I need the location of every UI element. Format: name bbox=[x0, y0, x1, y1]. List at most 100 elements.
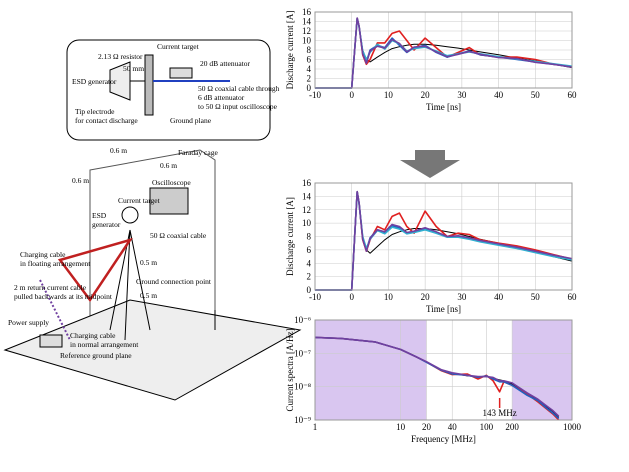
x-tick-label: -10 bbox=[309, 90, 321, 100]
y-tick-label: 2 bbox=[307, 272, 312, 282]
x-tick-label: 20 bbox=[422, 422, 432, 432]
y-tick-label: 4 bbox=[307, 64, 312, 74]
label: 20 dB attenuator bbox=[200, 59, 250, 68]
x-tick-label: -10 bbox=[309, 292, 321, 302]
x-axis-label: Time [ns] bbox=[426, 102, 461, 112]
power-supply bbox=[39, 334, 63, 348]
x-axis-label: Time [ns] bbox=[426, 304, 461, 314]
x-tick-label: 1 bbox=[313, 422, 318, 432]
attenuator bbox=[169, 67, 193, 79]
label: Tip electrode bbox=[75, 107, 115, 116]
charging-cable bbox=[57, 237, 133, 303]
y-tick-label: 10⁻⁷ bbox=[294, 348, 311, 358]
y-tick-label: 10 bbox=[302, 218, 312, 228]
label: 2 m return current cable bbox=[14, 283, 87, 292]
x-tick-label: 40 bbox=[448, 422, 458, 432]
x-tick-label: 100 bbox=[480, 422, 494, 432]
label: 6 dB attenuator bbox=[198, 93, 245, 102]
label: ESD generator bbox=[72, 77, 117, 86]
ground-plane bbox=[144, 54, 154, 116]
label: 50 Ω coaxial cable bbox=[150, 231, 207, 240]
x-tick-label: 1000 bbox=[563, 422, 582, 432]
x-tick-label: 0 bbox=[349, 90, 354, 100]
label: ESD bbox=[92, 211, 107, 220]
y-tick-label: 0 bbox=[307, 285, 312, 295]
y-tick-label: 10 bbox=[302, 36, 312, 46]
x-axis-label: Frequency [MHz] bbox=[411, 434, 476, 444]
y-tick-label: 4 bbox=[307, 258, 312, 268]
label: Oscilloscope bbox=[152, 178, 191, 187]
label: Charging cable bbox=[70, 331, 116, 340]
setup-diagram: 2.13 Ω resistor Current target 50 mm ESD… bbox=[3, 39, 302, 401]
label: in normal arrangement bbox=[70, 340, 139, 349]
y-tick-label: 16 bbox=[302, 178, 312, 188]
label: 0.6 m bbox=[160, 161, 177, 170]
y-tick-label: 12 bbox=[302, 205, 311, 215]
x-tick-label: 50 bbox=[531, 90, 541, 100]
series-line bbox=[315, 17, 573, 89]
label: for contact discharge bbox=[75, 116, 138, 125]
label: Ground plane bbox=[170, 116, 212, 125]
y-tick-label: 10⁻⁸ bbox=[294, 382, 311, 392]
y-axis-label: Current spectra [A/Hz] bbox=[285, 329, 295, 412]
label: 50 mm bbox=[123, 64, 144, 73]
y-tick-label: 14 bbox=[302, 17, 312, 27]
series-line bbox=[315, 190, 573, 291]
label: to 50 Ω input oscilloscope bbox=[198, 102, 278, 111]
x-tick-label: 50 bbox=[531, 292, 541, 302]
x-tick-label: 20 bbox=[421, 292, 431, 302]
esd-gun bbox=[109, 61, 131, 101]
y-tick-label: 8 bbox=[307, 232, 312, 242]
shaded-band bbox=[315, 320, 427, 420]
plot-frame bbox=[314, 182, 573, 291]
plot-frame bbox=[314, 319, 573, 421]
label: pulled backwards at its midpoint bbox=[14, 292, 113, 301]
label: 0.5 m bbox=[140, 258, 157, 267]
series-line bbox=[314, 336, 560, 417]
y-tick-label: 6 bbox=[307, 55, 312, 65]
label: 0.6 m bbox=[72, 176, 89, 185]
label: Power supply bbox=[8, 318, 49, 327]
plot-frame bbox=[314, 11, 573, 89]
label: Faraday cage bbox=[178, 148, 218, 157]
x-tick-label: 10 bbox=[396, 422, 406, 432]
x-tick-label: 60 bbox=[568, 292, 578, 302]
label: Current target bbox=[118, 196, 161, 205]
label: 0.5 m bbox=[140, 291, 157, 300]
x-tick-label: 40 bbox=[494, 90, 504, 100]
label: 0.6 m bbox=[110, 146, 127, 155]
x-tick-label: 30 bbox=[457, 90, 467, 100]
y-tick-label: 10⁻⁹ bbox=[294, 415, 311, 425]
label: Reference ground plane bbox=[60, 351, 132, 360]
label: Charging cable bbox=[20, 250, 66, 259]
y-tick-label: 0 bbox=[307, 83, 312, 93]
detail-callout bbox=[66, 39, 271, 141]
y-tick-label: 6 bbox=[307, 245, 312, 255]
y-tick-label: 16 bbox=[302, 7, 312, 17]
x-tick-label: 60 bbox=[568, 90, 578, 100]
y-tick-label: 14 bbox=[302, 191, 312, 201]
annotation: 143 MHz bbox=[483, 408, 517, 418]
oscilloscope bbox=[149, 187, 189, 215]
x-tick-label: 20 bbox=[421, 90, 431, 100]
x-tick-label: 40 bbox=[494, 292, 504, 302]
x-tick-label: 0 bbox=[349, 292, 354, 302]
label: in floating arrangement bbox=[20, 259, 91, 268]
y-tick-label: 8 bbox=[307, 45, 312, 55]
y-axis-label: Discharge current [A] bbox=[285, 197, 295, 276]
current-target bbox=[121, 206, 139, 224]
x-tick-label: 30 bbox=[457, 292, 467, 302]
label: Ground connection point bbox=[136, 277, 212, 286]
label: generator bbox=[92, 220, 121, 229]
x-tick-label: 10 bbox=[384, 90, 394, 100]
x-tick-label: 10 bbox=[384, 292, 394, 302]
y-tick-label: 10⁻⁶ bbox=[294, 315, 311, 325]
y-axis-label: Discharge current [A] bbox=[285, 11, 295, 90]
arrow bbox=[400, 150, 460, 178]
y-tick-label: 12 bbox=[302, 26, 311, 36]
y-tick-label: 2 bbox=[307, 74, 312, 84]
label: 50 Ω coaxial cable through bbox=[198, 84, 280, 93]
label: Current target bbox=[157, 42, 200, 51]
